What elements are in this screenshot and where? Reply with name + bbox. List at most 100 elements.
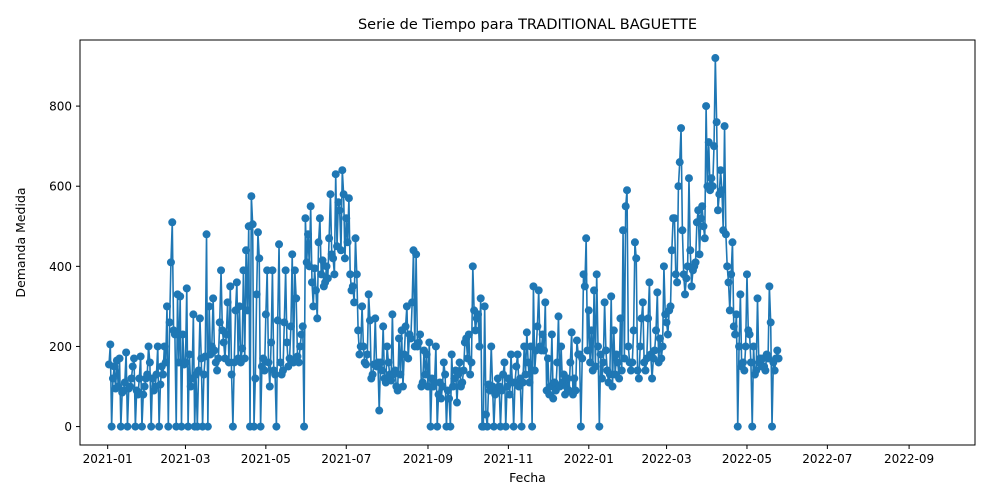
- data-point: [699, 222, 708, 231]
- data-point: [297, 330, 306, 339]
- data-point: [633, 366, 642, 375]
- data-point: [165, 318, 174, 327]
- x-tick-label: 2022-07: [802, 452, 852, 466]
- data-point: [638, 298, 647, 307]
- data-point: [579, 270, 588, 279]
- data-point: [195, 314, 204, 323]
- data-point: [147, 422, 156, 431]
- data-point: [629, 326, 638, 335]
- data-point: [401, 322, 410, 331]
- data-point: [471, 326, 480, 335]
- data-point: [115, 354, 124, 363]
- data-point: [298, 322, 307, 331]
- data-point: [624, 342, 633, 351]
- data-point: [682, 274, 691, 283]
- data-point: [541, 298, 550, 307]
- x-tick-label: 2022-01: [564, 452, 614, 466]
- data-point: [161, 358, 170, 367]
- x-axis-label: Fecha: [509, 470, 546, 485]
- data-point: [746, 358, 755, 367]
- data-point: [232, 278, 241, 287]
- data-point: [673, 278, 682, 287]
- data-point: [644, 314, 653, 323]
- data-point: [343, 238, 352, 247]
- data-point: [770, 366, 779, 375]
- data-point: [728, 238, 737, 247]
- data-point: [166, 258, 175, 267]
- data-point: [238, 344, 247, 353]
- data-point: [674, 182, 683, 191]
- data-point: [282, 338, 291, 347]
- data-point: [317, 270, 326, 279]
- data-point: [539, 346, 548, 355]
- data-point: [721, 230, 730, 239]
- data-point: [773, 346, 782, 355]
- data-point: [538, 330, 547, 339]
- data-point: [619, 226, 628, 235]
- data-point: [599, 358, 608, 367]
- data-point: [168, 218, 177, 227]
- data-point: [215, 318, 224, 327]
- data-point: [276, 358, 285, 367]
- data-point: [261, 310, 270, 319]
- data-point: [210, 346, 219, 355]
- data-point: [708, 182, 717, 191]
- data-point: [530, 366, 539, 375]
- data-point: [717, 186, 726, 195]
- data-point: [659, 262, 668, 271]
- data-point: [650, 346, 659, 355]
- data-point: [292, 294, 301, 303]
- data-point: [186, 382, 195, 391]
- data-point: [446, 422, 455, 431]
- data-point: [433, 422, 442, 431]
- data-point: [309, 302, 318, 311]
- x-tick-label: 2021-11: [483, 452, 533, 466]
- data-point: [707, 174, 716, 183]
- data-point: [336, 246, 345, 255]
- data-point: [613, 358, 622, 367]
- data-point: [181, 358, 190, 367]
- data-point: [242, 246, 251, 255]
- data-point: [749, 342, 758, 351]
- data-point: [137, 422, 146, 431]
- data-point: [315, 214, 324, 223]
- data-point: [533, 322, 542, 331]
- data-point: [580, 282, 589, 291]
- data-point: [396, 370, 405, 379]
- data-point: [235, 302, 244, 311]
- data-point: [489, 422, 498, 431]
- data-point: [766, 318, 775, 327]
- data-point: [377, 366, 386, 375]
- data-point: [330, 270, 339, 279]
- data-point: [700, 234, 709, 243]
- data-point: [182, 284, 191, 293]
- data-point: [582, 234, 591, 243]
- data-point: [464, 330, 473, 339]
- data-point: [475, 342, 484, 351]
- data-point: [326, 190, 335, 199]
- data-point: [658, 342, 667, 351]
- data-point: [735, 342, 744, 351]
- data-point: [130, 354, 139, 363]
- data-point: [355, 350, 364, 359]
- data-point: [592, 270, 601, 279]
- data-point: [398, 382, 407, 391]
- data-point: [576, 422, 585, 431]
- data-point: [567, 328, 576, 337]
- data-point: [375, 406, 384, 415]
- data-point: [304, 230, 313, 239]
- data-point: [265, 382, 274, 391]
- data-point: [675, 158, 684, 167]
- data-point: [153, 342, 162, 351]
- data-point: [406, 334, 415, 343]
- data-point: [587, 326, 596, 335]
- data-point: [170, 330, 179, 339]
- x-tick-label: 2022-09: [884, 452, 934, 466]
- data-point: [731, 330, 740, 339]
- y-axis-ticks: 0 200 400 600 800: [49, 100, 80, 434]
- data-point: [441, 370, 450, 379]
- data-point: [449, 382, 458, 391]
- data-point: [774, 354, 783, 363]
- x-tick-label: 2022-03: [641, 452, 691, 466]
- data-point: [335, 206, 344, 215]
